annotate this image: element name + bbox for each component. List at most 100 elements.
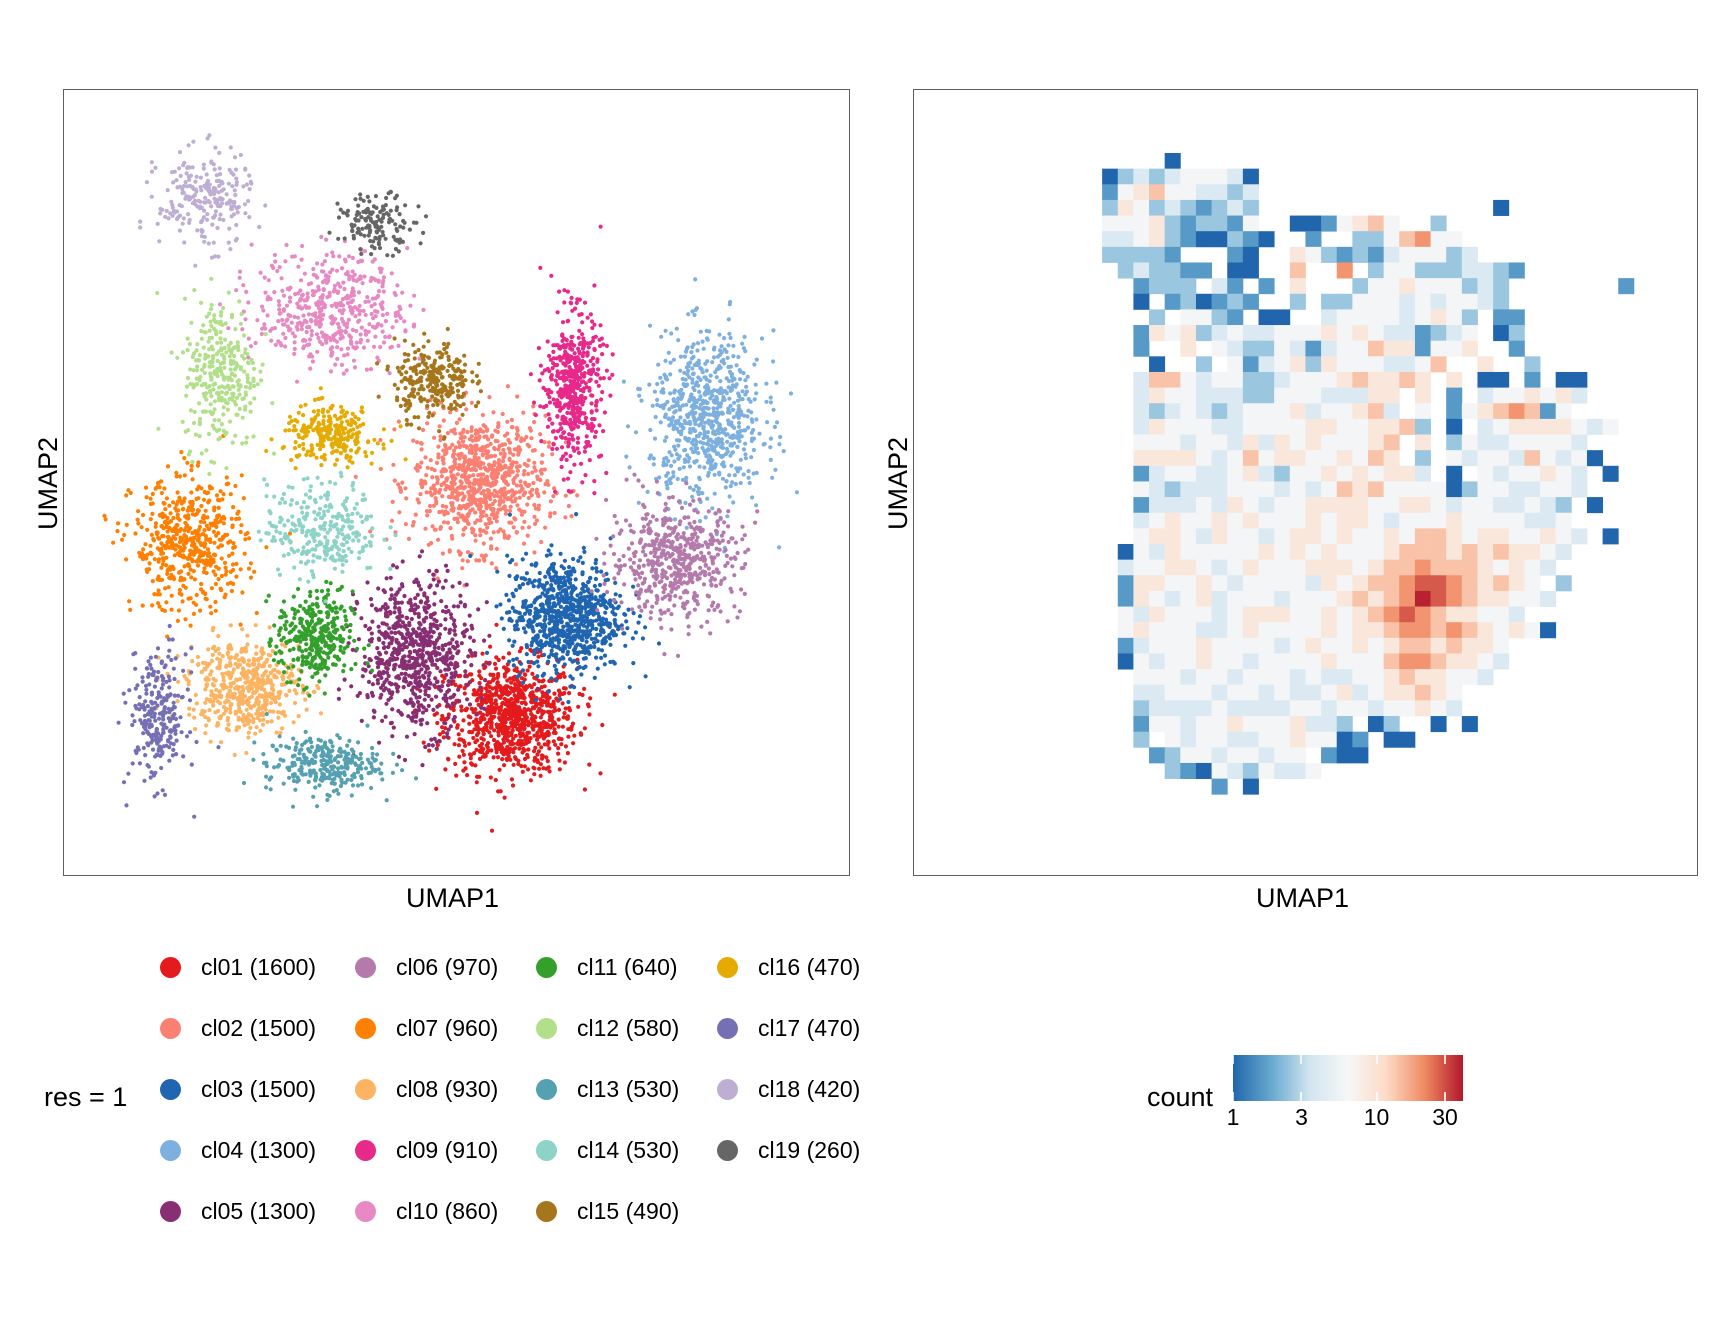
scatter-point: [546, 444, 552, 449]
scatter-point: [502, 665, 507, 670]
scatter-point: [496, 789, 501, 794]
scatter-point: [518, 479, 523, 484]
scatter-point: [526, 719, 531, 724]
scatter-point: [613, 612, 618, 617]
scatter-point: [230, 523, 235, 528]
scatter-point: [602, 653, 608, 658]
scatter-point: [516, 758, 521, 763]
scatter-point: [443, 563, 449, 568]
scatter-point: [631, 530, 636, 535]
scatter-point: [175, 512, 180, 517]
scatter-point: [743, 562, 748, 567]
scatter-point: [554, 678, 559, 683]
scatter-point: [567, 691, 572, 696]
scatter-point: [744, 384, 749, 389]
scatter-point: [549, 676, 554, 681]
scatter-point: [566, 503, 571, 509]
scatter-point: [656, 362, 661, 367]
scatter-point: [668, 583, 673, 588]
scatter-point: [698, 565, 703, 570]
scatter-point: [443, 578, 448, 583]
scatter-point: [384, 610, 389, 615]
scatter-point: [651, 456, 656, 461]
scatter-point: [579, 732, 584, 737]
scatter-point: [593, 576, 599, 582]
scatter-point: [470, 467, 475, 472]
scatter-point: [523, 672, 528, 677]
scatter-point: [422, 697, 427, 702]
scatter-point: [159, 490, 164, 496]
scatter-point: [213, 608, 218, 613]
scatter-point: [500, 692, 505, 697]
scatter-point: [554, 652, 559, 657]
scatter-point: [592, 675, 597, 681]
scatter-point: [431, 577, 436, 582]
scatter-point: [234, 574, 239, 579]
scatter-point: [546, 571, 551, 576]
scatter-point: [239, 523, 244, 528]
scatter-point: [122, 532, 127, 538]
scatter-point: [460, 566, 465, 571]
scatter-point: [584, 639, 589, 644]
scatter-point: [489, 507, 494, 512]
scatter-point: [781, 449, 786, 454]
scatter-point: [654, 537, 660, 542]
scatter-point: [415, 604, 420, 610]
scatter-point: [362, 654, 367, 659]
scatter-point: [647, 382, 652, 387]
scatter-point: [568, 674, 573, 679]
scatter-point: [530, 448, 535, 453]
scatter-point: [518, 447, 523, 452]
scatter-point: [444, 450, 449, 455]
scatter-point: [541, 721, 546, 726]
scatter-point: [525, 730, 530, 736]
scatter-point: [487, 395, 492, 400]
scatter-point: [388, 611, 393, 616]
scatter-point: [484, 724, 489, 729]
scatter-point: [722, 361, 727, 366]
scatter-point: [612, 692, 617, 697]
scatter-point: [379, 675, 384, 681]
scatter-point: [754, 417, 759, 422]
scatter-point: [714, 375, 719, 380]
scatter-point: [205, 515, 210, 520]
scatter-point: [517, 649, 522, 654]
scatter-point: [399, 582, 405, 587]
scatter-point: [521, 492, 526, 498]
scatter-point: [467, 648, 473, 653]
scatter-point: [740, 397, 745, 402]
scatter-point: [543, 593, 548, 598]
scatter-point: [645, 489, 650, 494]
scatter-point: [421, 705, 426, 710]
scatter-point: [667, 407, 672, 412]
scatter-point: [420, 717, 425, 722]
scatter-point: [205, 547, 211, 552]
scatter-point: [569, 724, 574, 729]
scatter-point: [147, 561, 152, 566]
scatter-point: [561, 686, 567, 691]
scatter-point: [599, 627, 604, 632]
scatter-point: [708, 532, 713, 537]
scatter-point: [508, 757, 513, 762]
scatter-point: [419, 460, 424, 465]
scatter-point: [565, 608, 570, 613]
scatter-point: [565, 751, 570, 756]
scatter-point: [613, 592, 618, 597]
scatter-point: [604, 497, 609, 502]
scatter-point: [148, 543, 153, 548]
scatter-point: [467, 680, 472, 685]
scatter-point: [516, 761, 521, 767]
scatter-point: [533, 745, 538, 750]
scatter-point: [566, 585, 571, 590]
scatter-point: [455, 497, 460, 502]
scatter-point: [388, 657, 393, 662]
scatter-point: [546, 659, 551, 664]
scatter-point: [521, 541, 527, 546]
scatter-point: [491, 737, 497, 743]
scatter-point: [426, 693, 431, 699]
scatter-point: [400, 559, 405, 564]
scatter-point: [548, 514, 553, 519]
scatter-point: [573, 646, 578, 651]
scatter-point: [435, 658, 440, 663]
scatter-point: [484, 600, 489, 605]
